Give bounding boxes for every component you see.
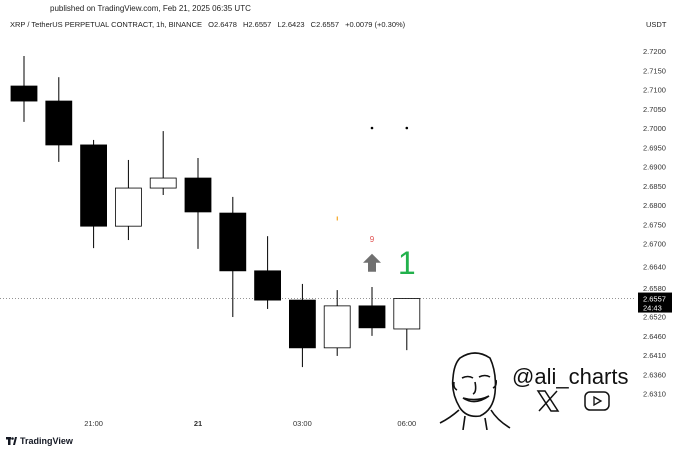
y-tick-label: 2.7000 [643, 124, 666, 133]
candle [254, 236, 282, 309]
bear-candle-body [254, 270, 282, 301]
last-price-value: 2.6557 [643, 295, 666, 304]
bear-candle-body [10, 85, 38, 102]
y-tick-label: 2.6700 [643, 240, 666, 249]
x-icon [536, 390, 560, 412]
watermark-handle: @ali_charts [512, 364, 629, 389]
bear-candle-body [219, 212, 247, 272]
bear-candle-body [358, 305, 386, 329]
x-tick-label: 21 [194, 419, 202, 428]
y-tick-label: 2.6410 [643, 351, 666, 360]
symbol-legend: XRP / TetherUS PERPETUAL CONTRACT, 1h, B… [10, 20, 409, 29]
candle [184, 158, 212, 249]
y-tick-label: 2.6750 [643, 220, 666, 229]
published-note: published on TradingView.com, Feb 21, 20… [50, 4, 251, 13]
y-tick-label: 2.6520 [643, 313, 666, 322]
bear-candle-body [80, 144, 107, 227]
last-price-tag-bg [638, 292, 672, 313]
ohlc-open: O2.6478 [208, 20, 237, 29]
bear-candle-body [45, 100, 73, 146]
bull-candle-body [323, 305, 351, 349]
signal-tick [336, 216, 338, 221]
candle [149, 131, 177, 195]
td-buy-count: 1 [398, 245, 416, 281]
y-tick-label: 2.7100 [643, 86, 666, 95]
cartoon-face-logo [439, 352, 511, 430]
bear-candle-body [288, 299, 316, 349]
bull-candle-body [115, 187, 142, 227]
y-tick-label: 2.6460 [643, 332, 666, 341]
tradingview-icon [6, 437, 17, 445]
y-tick-label: 2.6580 [643, 284, 666, 293]
ohlc-change: +0.0079 (+0.30%) [345, 20, 406, 29]
x-tick-label: 03:00 [293, 419, 312, 428]
tradingview-brand: TradingView [20, 436, 73, 446]
bull-candle-body [149, 177, 177, 189]
candle [80, 139, 107, 249]
y-tick-label: 2.7150 [643, 66, 666, 75]
candle [393, 298, 421, 351]
bar-countdown: 24:43 [643, 304, 662, 313]
candle [115, 159, 142, 241]
candle [358, 287, 386, 336]
signal-dot [370, 126, 374, 130]
y-tick-label: 2.6310 [643, 390, 666, 399]
y-tick-label: 2.7200 [643, 47, 666, 56]
signal-dot [405, 126, 409, 130]
candle [288, 283, 316, 368]
candle [10, 56, 38, 122]
y-tick-label: 2.6850 [643, 182, 666, 191]
candle [45, 77, 73, 162]
bear-candle-body [184, 177, 212, 213]
tradingview-logo[interactable]: TradingView [6, 436, 73, 446]
x-tick-label: 06:00 [397, 419, 416, 428]
x-tick-label: 21:00 [84, 419, 103, 428]
candle [219, 196, 247, 318]
currency-label: USDT [646, 20, 667, 29]
y-tick-label: 2.6950 [643, 143, 666, 152]
y-tick-label: 2.6800 [643, 201, 666, 210]
td-sequential-count: 9 [370, 235, 375, 244]
ohlc-low: L2.6423 [277, 20, 305, 29]
y-tick-label: 2.7050 [643, 105, 666, 114]
ohlc-close: C2.6557 [310, 20, 340, 29]
symbol-name: XRP / TetherUS PERPETUAL CONTRACT, 1h, B… [10, 20, 203, 29]
youtube-icon [584, 391, 610, 411]
arrow-up-icon [363, 253, 381, 272]
y-tick-label: 2.6900 [643, 163, 666, 172]
bull-candle-body [393, 298, 421, 330]
y-tick-label: 2.6640 [643, 263, 666, 272]
ohlc-high: H2.6557 [242, 20, 272, 29]
candle [323, 290, 351, 356]
y-tick-label: 2.6360 [643, 370, 666, 379]
